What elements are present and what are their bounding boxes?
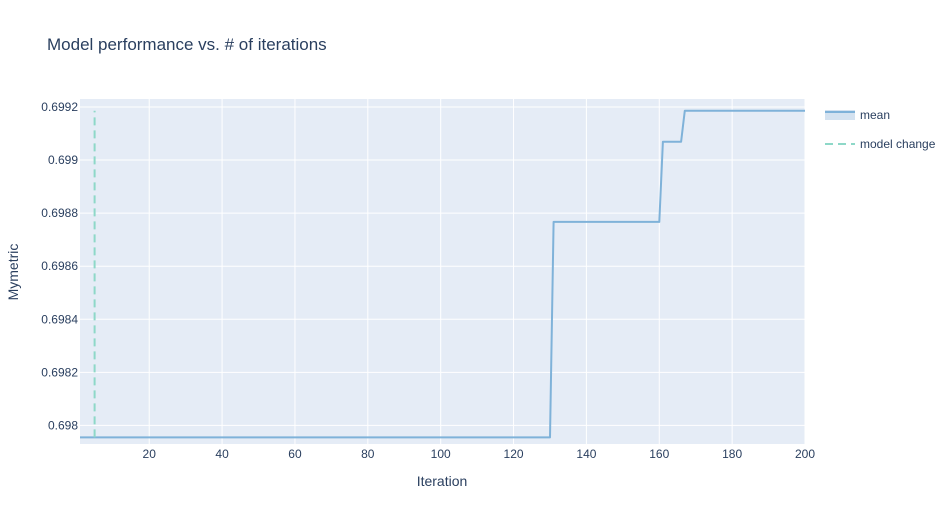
grid-lines: [80, 99, 806, 444]
x-tick-label: 80: [361, 447, 375, 461]
legend[interactable]: mean model change: [825, 108, 936, 151]
legend-item-mean[interactable]: mean: [825, 108, 890, 122]
x-tick-label: 180: [722, 447, 742, 461]
legend-item-model-change[interactable]: model change: [825, 137, 936, 151]
x-axis-title: Iteration: [417, 473, 468, 489]
y-axis-title: Mymetric: [5, 244, 21, 301]
y-axis-ticks: 0.698 0.6982 0.6984 0.6986 0.6988 0.699 0.6992: [41, 100, 78, 432]
y-tick-label: 0.6986: [41, 259, 78, 273]
y-tick-label: 0.6982: [41, 365, 78, 379]
series-line-mean: [80, 109, 805, 439]
y-tick-label: 0.698: [48, 418, 78, 432]
y-tick-label: 0.6984: [41, 312, 78, 326]
x-tick-label: 40: [215, 447, 229, 461]
x-tick-label: 140: [576, 447, 596, 461]
x-tick-label: 20: [143, 447, 157, 461]
legend-label: model change: [860, 137, 936, 151]
x-tick-label: 160: [649, 447, 669, 461]
x-tick-label: 120: [504, 447, 524, 461]
x-axis-ticks: 20 40 60 80 100 120 140 160 180 200: [143, 447, 816, 461]
series-layer: [80, 109, 805, 439]
legend-label: mean: [860, 108, 890, 122]
y-tick-label: 0.699: [48, 153, 78, 167]
plot-area: [80, 99, 805, 444]
y-tick-label: 0.6988: [41, 206, 78, 220]
x-tick-label: 200: [795, 447, 815, 461]
y-tick-label: 0.6992: [41, 100, 78, 114]
x-tick-label: 60: [288, 447, 302, 461]
chart-title: Model performance vs. # of iterations: [47, 35, 327, 54]
x-tick-label: 100: [431, 447, 451, 461]
legend-band-swatch: [825, 110, 855, 120]
